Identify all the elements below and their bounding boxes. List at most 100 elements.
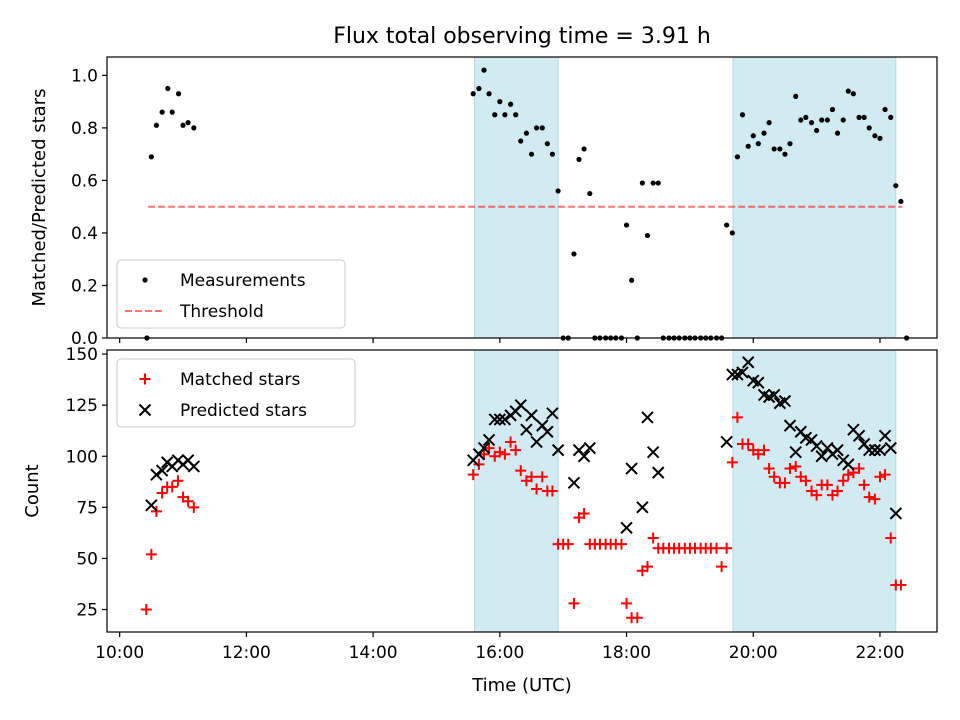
predicted-point bbox=[767, 388, 781, 402]
predicted-point bbox=[625, 462, 638, 475]
measurement-points bbox=[144, 67, 910, 341]
x-tick-label: 10:00 bbox=[95, 643, 144, 663]
measurement-point bbox=[834, 130, 841, 136]
predicted-point bbox=[482, 433, 496, 447]
x-axis: 10:00 12:00 14:00 16:00 18:00 20:00 22:00 bbox=[95, 632, 904, 663]
measurement-point bbox=[729, 230, 735, 236]
measurement-point bbox=[492, 112, 498, 118]
predicted-point bbox=[583, 441, 597, 455]
matched-point bbox=[811, 489, 823, 501]
measurement-point bbox=[191, 125, 197, 131]
measurement-point bbox=[798, 117, 804, 123]
predicted-point bbox=[150, 468, 163, 481]
matched-point bbox=[721, 542, 733, 554]
matched-point bbox=[182, 495, 194, 507]
matched-point bbox=[188, 501, 200, 513]
measurement-point bbox=[476, 85, 482, 92]
predicted-point bbox=[752, 376, 765, 389]
measurement-point bbox=[739, 112, 746, 118]
matched-point bbox=[768, 471, 780, 483]
matched-point bbox=[156, 487, 168, 499]
measurement-point bbox=[533, 125, 540, 131]
legend-label: Matched stars bbox=[180, 370, 300, 390]
y-axis-label: Count bbox=[22, 464, 43, 517]
measurement-point bbox=[549, 151, 556, 157]
measurement-point bbox=[555, 188, 561, 194]
matched-point bbox=[784, 463, 796, 475]
predicted-point bbox=[514, 398, 527, 412]
predicted-point bbox=[620, 521, 633, 534]
matched-point bbox=[536, 471, 548, 483]
legend-marker-matched bbox=[139, 373, 151, 385]
y-tick-label: 1.0 bbox=[71, 66, 98, 86]
measurement-point bbox=[148, 154, 154, 160]
measurement-point bbox=[771, 146, 777, 152]
legend-marker-predicted bbox=[138, 403, 152, 417]
x-tick-label: 20:00 bbox=[729, 643, 778, 663]
predicted-point bbox=[884, 441, 897, 455]
y-tick-label: 75 bbox=[76, 498, 98, 518]
measurement-point bbox=[898, 198, 904, 205]
matched-point bbox=[731, 411, 743, 423]
measurement-point bbox=[544, 141, 550, 147]
shaded-intervals bbox=[473, 349, 897, 633]
predicted-point bbox=[567, 476, 581, 490]
measurement-point bbox=[850, 91, 856, 97]
measurement-point bbox=[882, 106, 888, 113]
measurement-point bbox=[888, 114, 894, 121]
predicted-point bbox=[852, 429, 866, 443]
matched-point bbox=[869, 493, 881, 505]
matched-point bbox=[821, 479, 833, 491]
matched-point bbox=[863, 491, 875, 503]
y-tick-label: 50 bbox=[76, 549, 98, 569]
measurement-point bbox=[571, 251, 577, 257]
matched-point bbox=[842, 469, 854, 481]
legend-box bbox=[116, 358, 356, 428]
measurement-point bbox=[587, 190, 593, 197]
matched-point bbox=[568, 597, 580, 609]
matched-point bbox=[726, 456, 738, 468]
predicted-point bbox=[493, 413, 507, 426]
predicted-point bbox=[873, 443, 887, 457]
measurement-point bbox=[750, 133, 756, 139]
measurement-point bbox=[766, 120, 772, 126]
measurement-point bbox=[840, 117, 846, 123]
matched-point bbox=[172, 475, 184, 487]
measurement-point bbox=[523, 130, 530, 136]
y-tick-label: 25 bbox=[76, 601, 98, 621]
predicted-point bbox=[741, 356, 755, 369]
measurement-point bbox=[893, 183, 899, 189]
matched-point bbox=[531, 483, 543, 495]
measurement-point bbox=[845, 88, 851, 94]
matched-point bbox=[562, 538, 574, 550]
measurement-point bbox=[165, 85, 171, 92]
y-tick-label: 0.6 bbox=[71, 171, 98, 191]
ratio-panel: 0.0 0.2 0.4 0.6 0.8 1.0 Matched/Predicted sta… bbox=[29, 56, 938, 349]
predicted-point bbox=[145, 499, 158, 512]
matched-point bbox=[621, 597, 633, 609]
measurement-point bbox=[639, 180, 645, 186]
matched-point bbox=[631, 612, 643, 624]
measurement-point bbox=[629, 277, 635, 283]
matched-point bbox=[885, 532, 897, 544]
measurement-point bbox=[755, 141, 761, 147]
shaded-interval bbox=[732, 56, 897, 339]
predicted-point bbox=[488, 413, 501, 426]
predicted-point bbox=[736, 366, 749, 379]
matched-point bbox=[641, 561, 653, 573]
matched-point bbox=[742, 438, 754, 450]
measurement-point bbox=[470, 91, 476, 97]
matched-point bbox=[515, 465, 527, 477]
measurement-point bbox=[814, 127, 820, 134]
matched-point bbox=[499, 448, 511, 460]
matched-point bbox=[647, 532, 659, 544]
matched-point bbox=[467, 469, 479, 481]
predicted-point bbox=[815, 450, 828, 463]
predicted-point bbox=[477, 441, 491, 455]
matched-point bbox=[145, 548, 157, 560]
matched-point bbox=[578, 507, 590, 519]
measurement-point bbox=[761, 130, 767, 136]
measurement-point bbox=[576, 156, 582, 163]
measurement-point bbox=[745, 143, 751, 149]
